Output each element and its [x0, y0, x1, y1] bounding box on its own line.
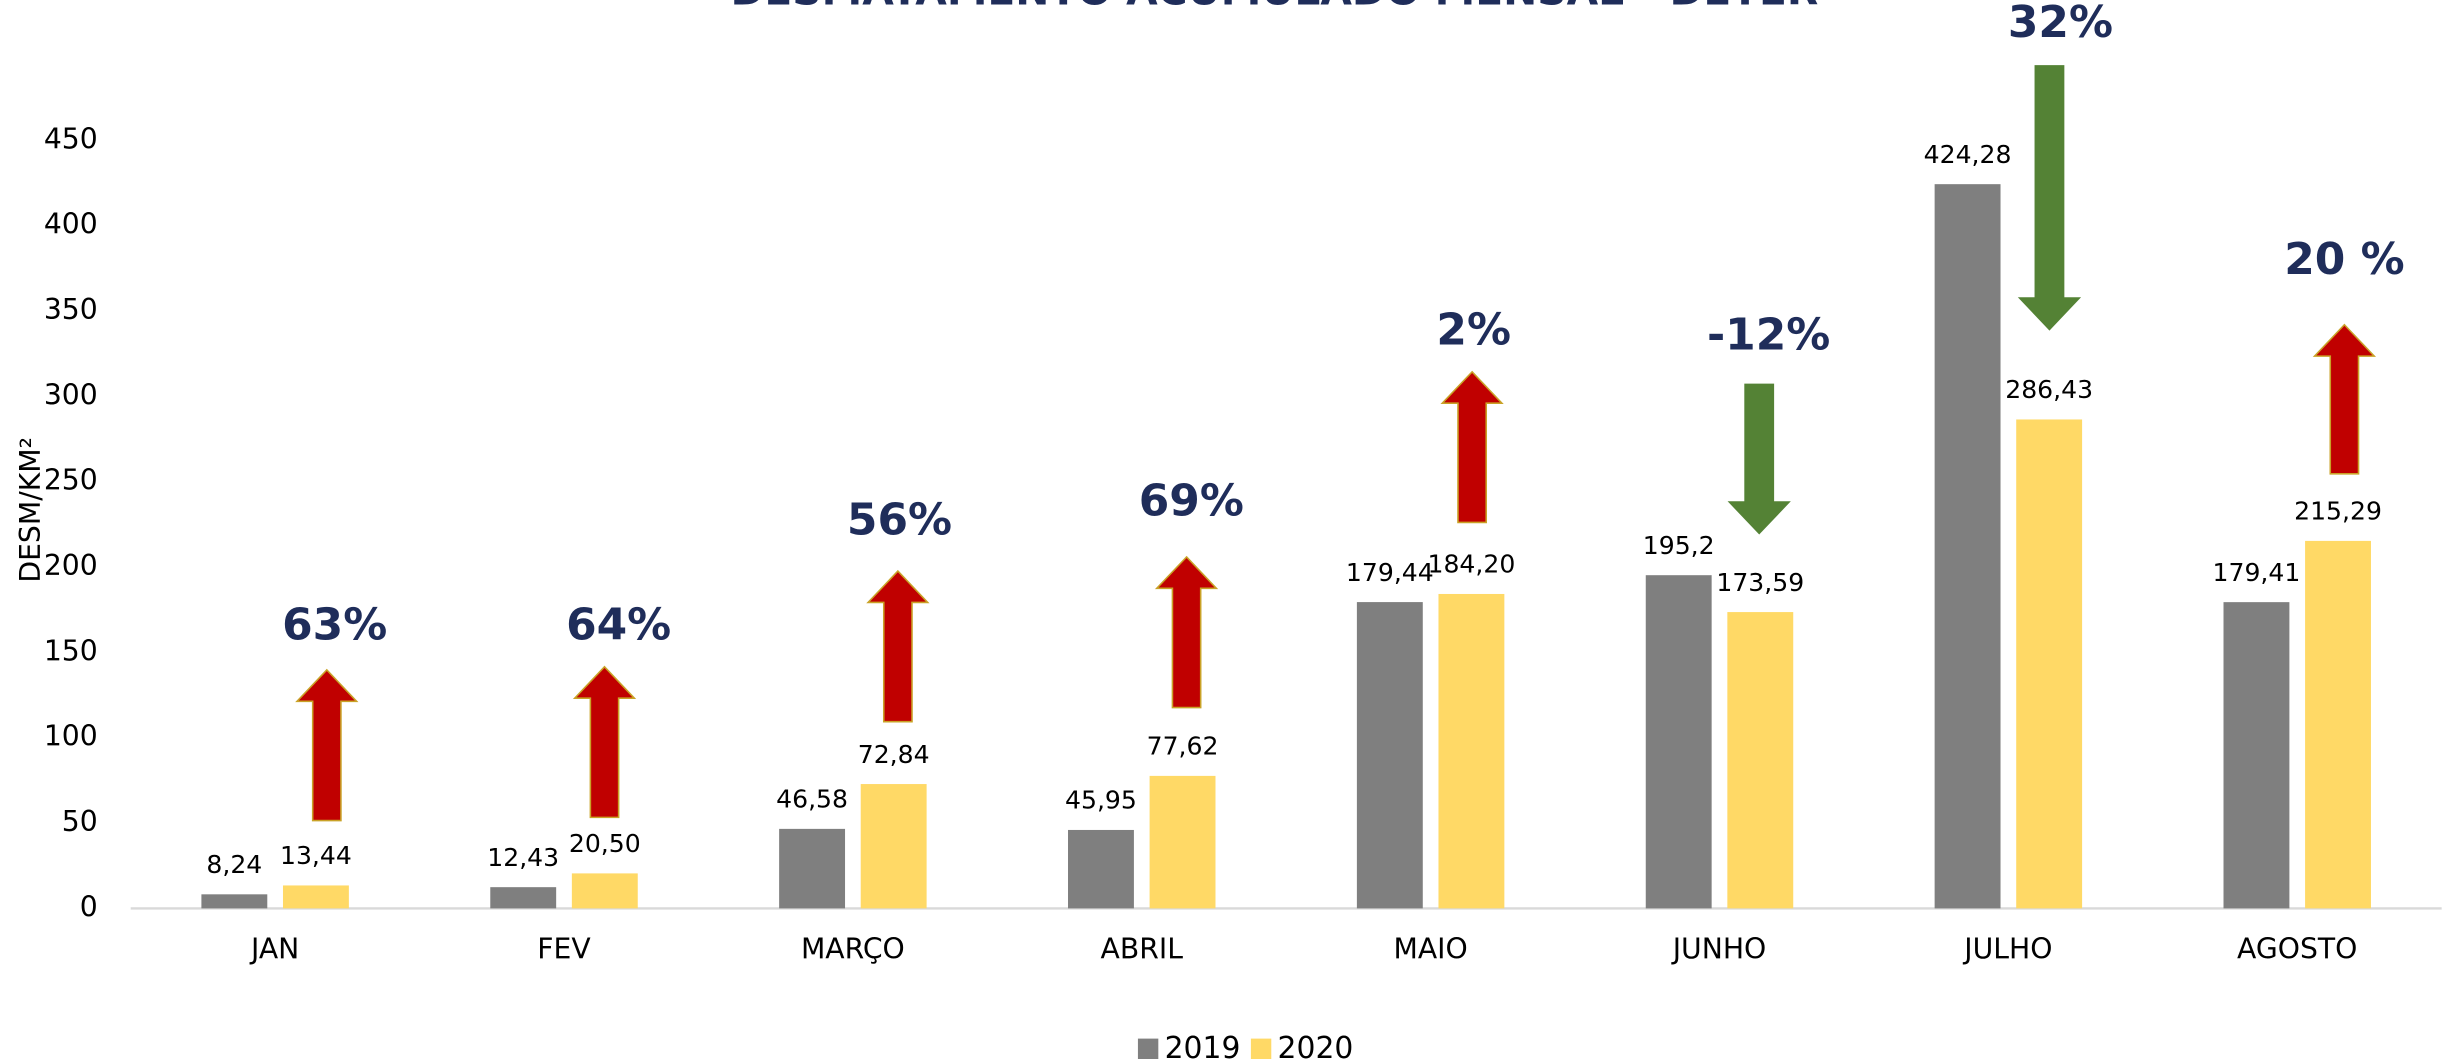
y-tick-label: 0 — [80, 890, 98, 923]
change-arrow — [572, 665, 637, 819]
data-label: 46,58 — [776, 785, 848, 814]
change-arrow — [2017, 65, 2082, 331]
change-label: 20 % — [2284, 234, 2404, 285]
legend-swatch — [1250, 1038, 1272, 1059]
y-tick-label: 400 — [44, 208, 98, 241]
bar — [2016, 419, 2083, 909]
bar — [1645, 575, 1712, 909]
bar — [282, 885, 349, 909]
data-label: 13,44 — [280, 841, 352, 870]
data-label: 20,50 — [569, 829, 641, 858]
change-arrow — [1440, 370, 1504, 524]
data-label: 179,44 — [1346, 558, 1434, 587]
bar — [2223, 602, 2290, 909]
data-label: 8,24 — [206, 850, 262, 879]
bar — [1438, 593, 1505, 909]
bar — [2305, 540, 2371, 909]
y-tick-label: 250 — [44, 464, 98, 497]
data-label: 173,59 — [1716, 568, 1804, 597]
data-label: 195,2 — [1643, 531, 1715, 560]
x-tick-label: MAIO — [1394, 933, 1468, 966]
x-tick-label: FEV — [537, 933, 591, 966]
data-label: 72,84 — [858, 740, 930, 769]
change-arrow — [2312, 323, 2377, 475]
x-tick-label: ABRIL — [1101, 933, 1184, 966]
chart-title: DESMATAMENTO ACUMULADO MENSAL - DETER — [731, 0, 1819, 15]
x-tick-label: JAN — [249, 933, 299, 966]
change-arrow — [295, 668, 359, 822]
data-label: 12,43 — [487, 843, 559, 872]
change-arrow — [1727, 383, 1791, 535]
y-tick-label: 200 — [44, 549, 98, 582]
bar — [1356, 602, 1423, 909]
change-label: 56% — [847, 494, 952, 545]
bar — [490, 887, 557, 909]
bar — [860, 784, 927, 909]
data-label: 184,20 — [1428, 550, 1516, 579]
y-tick-label: 450 — [44, 122, 98, 155]
legend-label: 2020 — [1278, 1031, 1354, 1059]
bar — [1727, 612, 1794, 909]
bar — [571, 873, 638, 909]
data-label: 179,41 — [2213, 558, 2301, 587]
change-label: 2% — [1436, 305, 1511, 356]
data-label: 77,62 — [1147, 732, 1219, 761]
change-arrow — [1154, 555, 1219, 709]
bar — [1934, 184, 2001, 909]
x-tick-label: JULHO — [1962, 933, 2052, 966]
y-tick-label: 50 — [62, 805, 98, 838]
y-tick-label: 350 — [44, 293, 98, 326]
data-label: 215,29 — [2294, 497, 2382, 526]
data-label: 286,43 — [2005, 375, 2093, 404]
change-label: 69% — [1139, 476, 1244, 527]
change-label: 64% — [566, 600, 671, 651]
y-tick-label: 100 — [44, 720, 98, 753]
change-arrow — [866, 569, 930, 723]
x-tick-label: AGOSTO — [2237, 933, 2357, 966]
legend-label: 2019 — [1165, 1031, 1241, 1059]
y-axis-label: DESM/KM² — [14, 437, 47, 583]
change-label: 63% — [282, 600, 387, 651]
legend-swatch — [1137, 1038, 1159, 1059]
data-label: 45,95 — [1065, 786, 1137, 815]
y-tick-label: 300 — [44, 378, 98, 411]
x-tick-label: MARÇO — [801, 933, 905, 966]
change-label: -12% — [1707, 309, 1830, 360]
change-label: 32% — [2008, 0, 2113, 48]
bar — [1149, 775, 1216, 909]
y-tick-label: 150 — [44, 634, 98, 667]
bar — [1068, 829, 1134, 909]
x-tick-label: JUNHO — [1671, 933, 1767, 966]
bar — [201, 894, 268, 909]
data-label: 424,28 — [1924, 140, 2012, 169]
bar — [779, 828, 846, 909]
